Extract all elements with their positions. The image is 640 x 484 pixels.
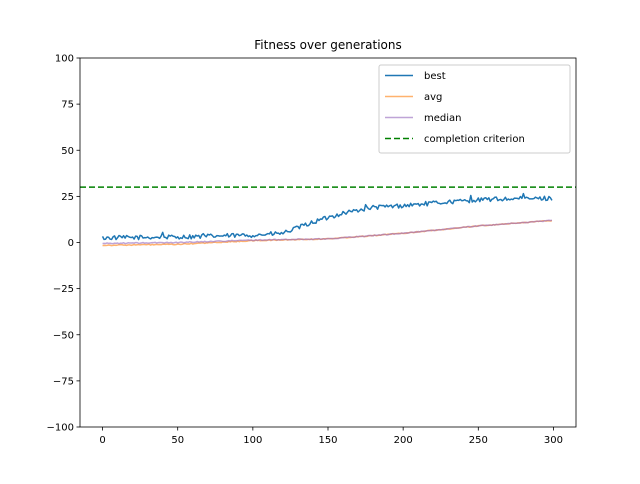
legend: best avg median completion criterion	[378, 64, 571, 154]
y-tick-label: −25	[53, 284, 74, 295]
series-best-line	[101, 192, 553, 241]
x-tick-label: 250	[469, 435, 488, 446]
series-group	[101, 192, 553, 247]
y-tick-label: 25	[61, 192, 74, 203]
y-tick-label: 0	[68, 238, 74, 249]
series-median-line	[102, 219, 553, 245]
chart-title: Fitness over generations	[254, 38, 401, 52]
y-tick-label: −100	[47, 423, 74, 434]
y-tick-label: −50	[53, 330, 74, 341]
legend-label-best: best	[424, 71, 446, 82]
y-tick-label: 100	[55, 54, 74, 65]
legend-box	[378, 64, 571, 154]
y-tick-label: 75	[61, 100, 74, 111]
x-tick-label: 150	[318, 435, 337, 446]
x-tick-label: 300	[544, 435, 563, 446]
y-tick-label: 50	[61, 146, 74, 157]
x-tick-label: 200	[394, 435, 413, 446]
legend-label-completion-criterion: completion criterion	[424, 134, 525, 145]
x-tick-label: 100	[243, 435, 262, 446]
x-tick-label: 50	[171, 435, 184, 446]
y-tick-label: −75	[53, 376, 74, 387]
plot-area	[80, 186, 576, 247]
legend-label-avg: avg	[424, 92, 442, 103]
axes: 0 50 100 150 200 250 300 −100 −75 −50 −25 0 25 50 75 10…	[47, 54, 577, 446]
legend-label-median: median	[424, 113, 462, 124]
x-tick-label: 0	[99, 435, 105, 446]
